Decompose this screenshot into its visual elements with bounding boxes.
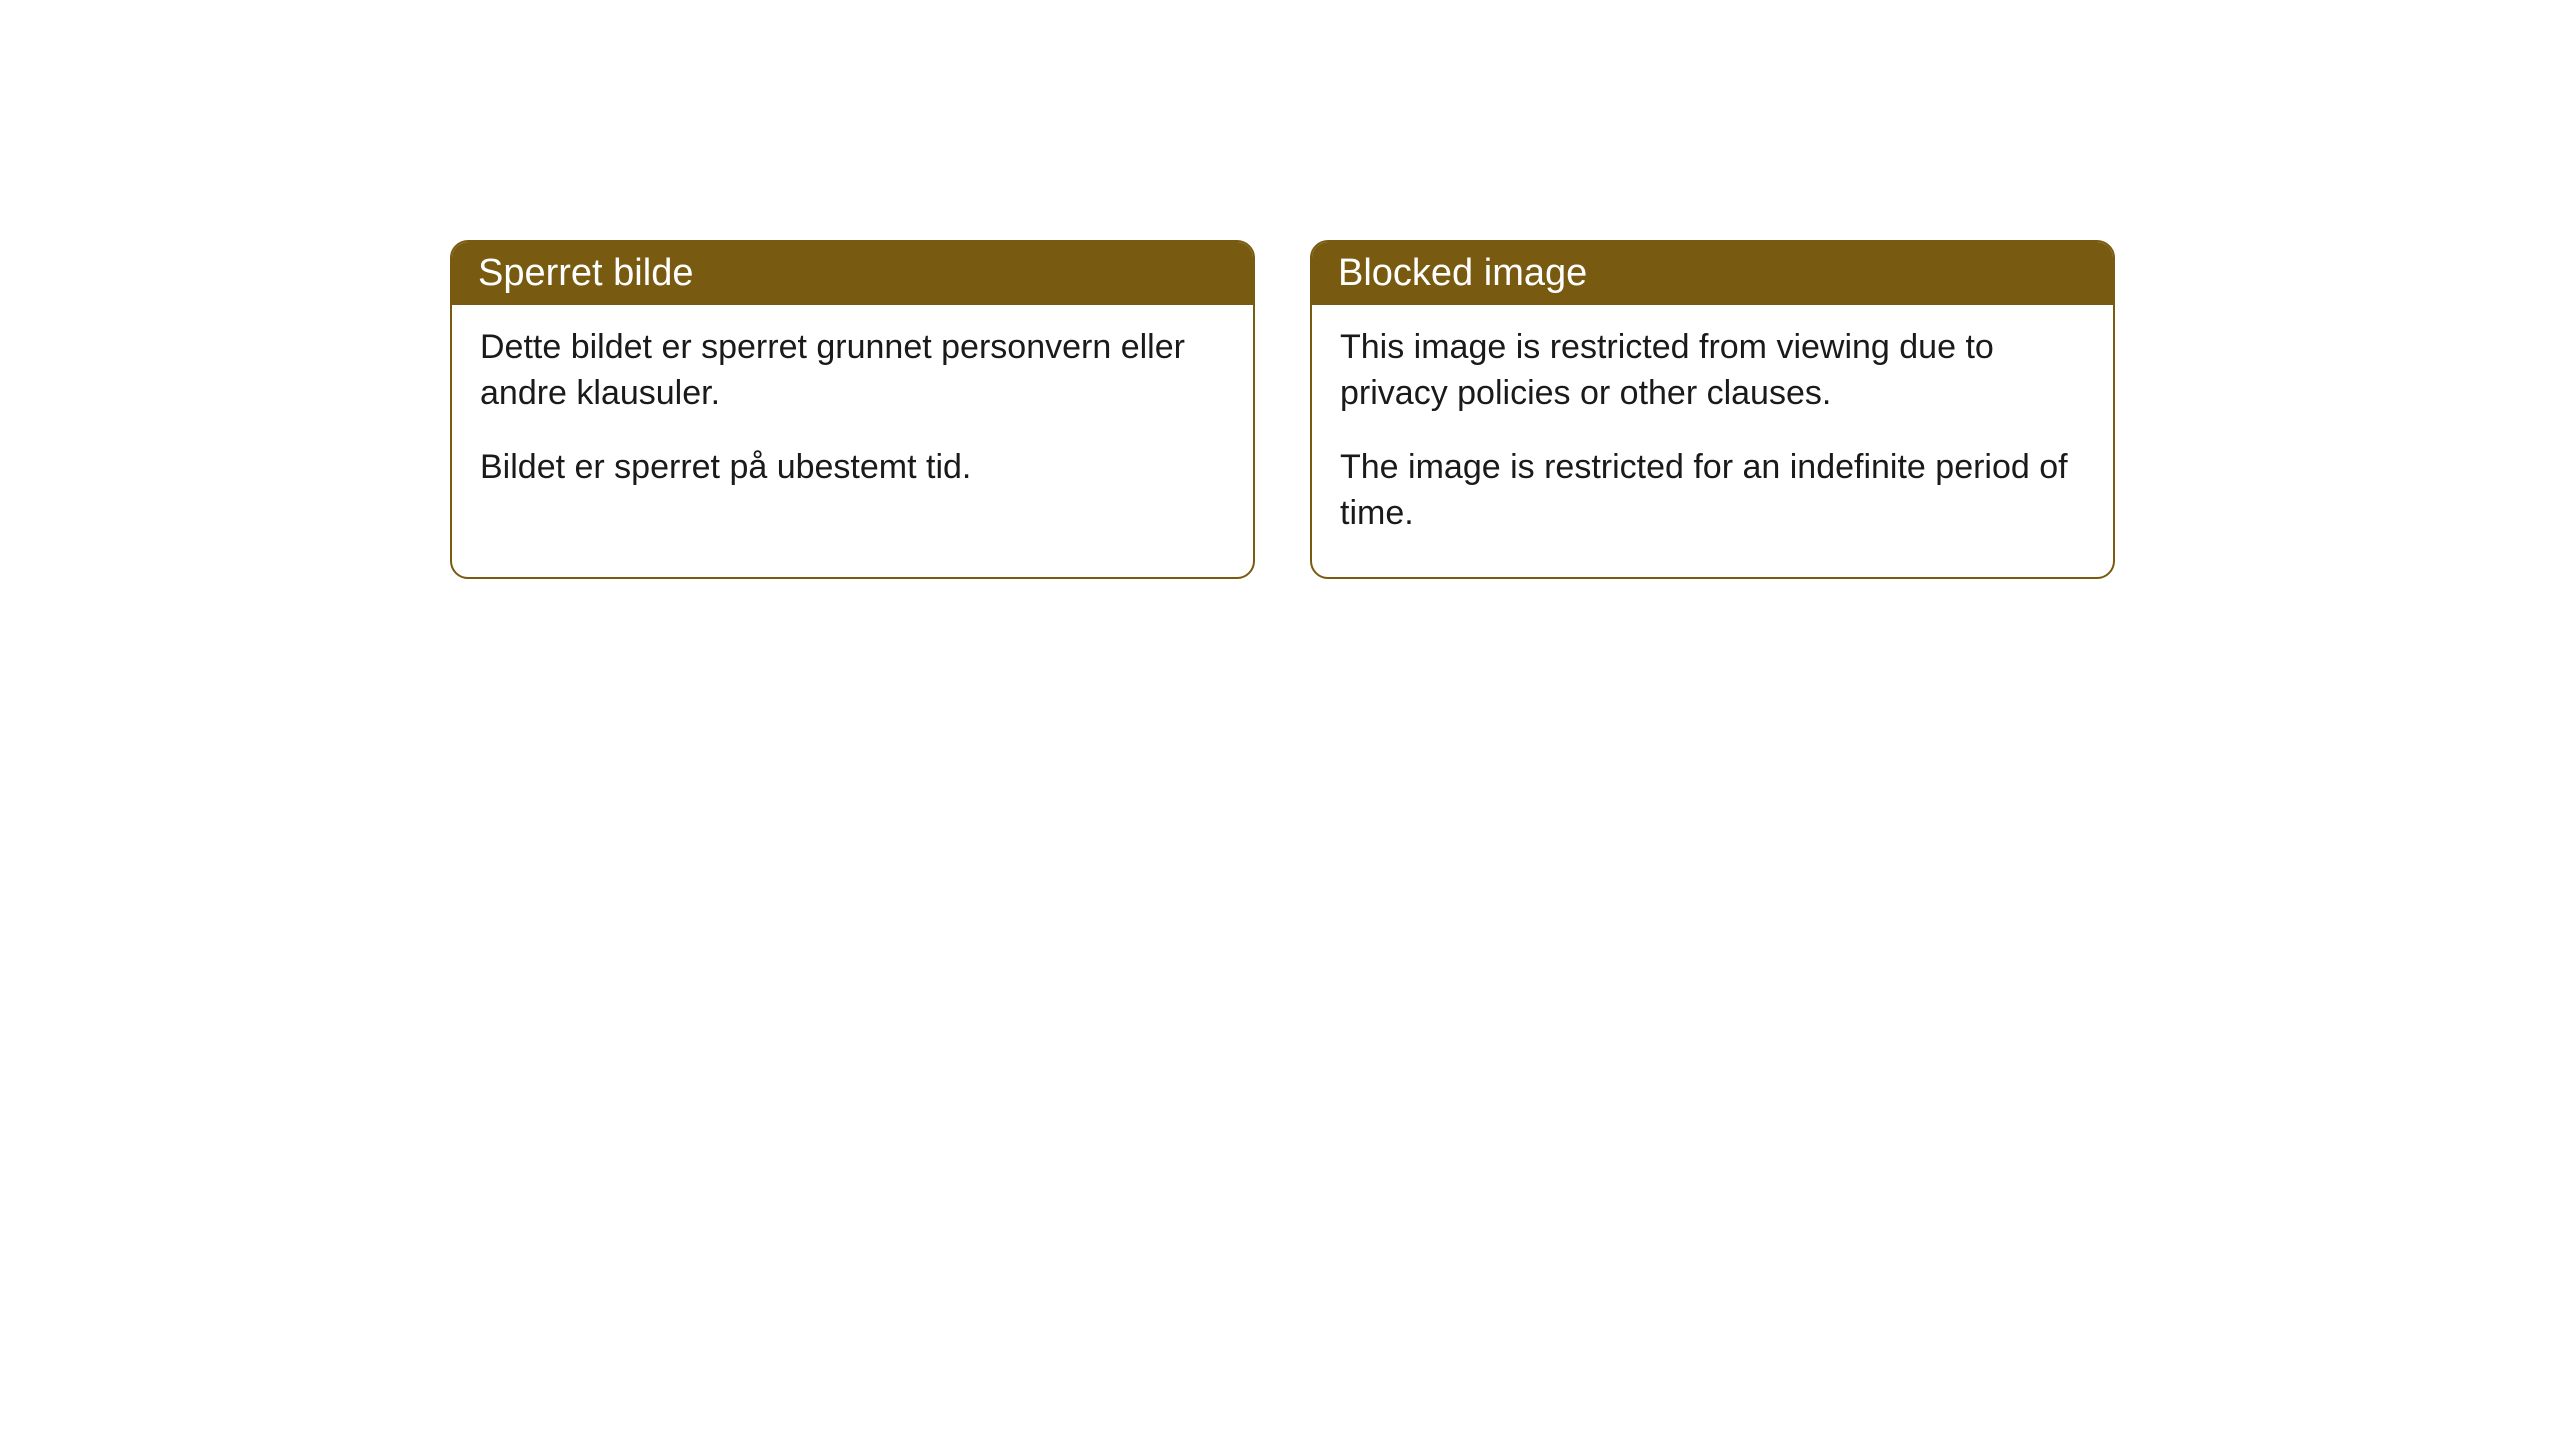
card-title-en: Blocked image [1338, 252, 1587, 294]
notice-card-no: Sperret bilde Dette bildet er sperret gr… [450, 240, 1255, 579]
notice-cards-container: Sperret bilde Dette bildet er sperret gr… [450, 240, 2115, 579]
card-paragraph-1-en: This image is restricted from viewing du… [1340, 325, 2085, 417]
card-title-no: Sperret bilde [478, 252, 693, 294]
notice-card-en: Blocked image This image is restricted f… [1310, 240, 2115, 579]
card-paragraph-2-en: The image is restricted for an indefinit… [1340, 445, 2085, 537]
card-header-no: Sperret bilde [452, 242, 1253, 305]
card-paragraph-2-no: Bildet er sperret på ubestemt tid. [480, 445, 1225, 491]
card-header-en: Blocked image [1312, 242, 2113, 305]
card-paragraph-1-no: Dette bildet er sperret grunnet personve… [480, 325, 1225, 417]
card-body-no: Dette bildet er sperret grunnet personve… [452, 305, 1253, 531]
card-body-en: This image is restricted from viewing du… [1312, 305, 2113, 577]
